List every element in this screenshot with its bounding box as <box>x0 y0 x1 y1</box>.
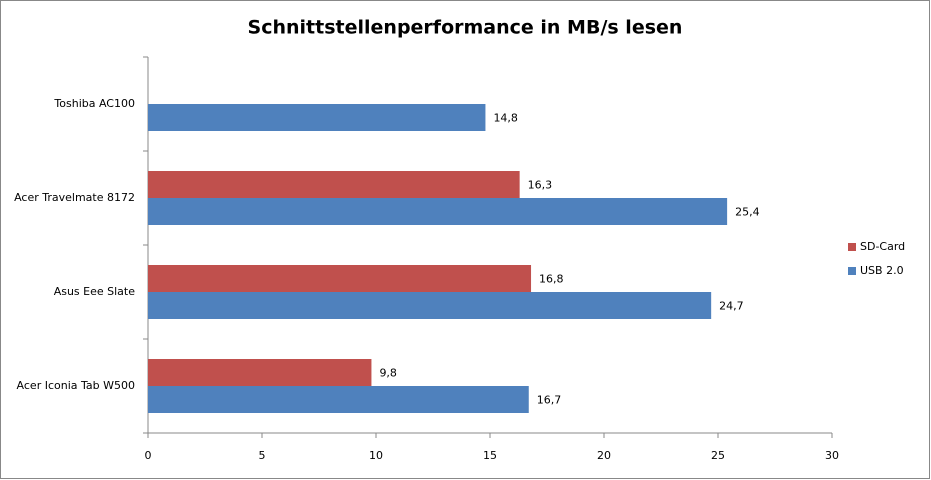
value-label: 9,8 <box>379 367 397 380</box>
bar <box>148 198 728 225</box>
legend-swatch <box>848 243 856 251</box>
value-label: 16,3 <box>528 179 553 192</box>
bar <box>148 171 520 198</box>
y-tick-label: Acer Iconia Tab W500 <box>17 379 135 392</box>
y-tick-label: Asus Eee Slate <box>54 285 136 298</box>
x-tick-label: 25 <box>711 449 725 462</box>
x-tick-label: 10 <box>369 449 383 462</box>
value-label: 24,7 <box>719 300 744 313</box>
y-tick-label: Toshiba AC100 <box>53 97 135 110</box>
x-tick-label: 15 <box>483 449 497 462</box>
value-label: 16,7 <box>537 394 562 407</box>
value-label: 16,8 <box>539 273 564 286</box>
bar <box>148 104 486 131</box>
x-tick-label: 30 <box>825 449 839 462</box>
x-tick-label: 0 <box>145 449 152 462</box>
chart-title: Schnittstellenperformance in MB/s lesen <box>248 17 683 39</box>
bar <box>148 386 529 413</box>
legend-label: USB 2.0 <box>860 264 904 277</box>
y-tick-label: Acer Travelmate 8172 <box>14 191 135 204</box>
bar <box>148 265 532 292</box>
value-label: 14,8 <box>493 112 518 125</box>
bar <box>148 292 712 319</box>
x-tick-label: 5 <box>259 449 266 462</box>
value-label: 25,4 <box>735 206 760 219</box>
legend-label: SD-Card <box>860 240 905 253</box>
x-tick-label: 20 <box>597 449 611 462</box>
legend-swatch <box>848 267 856 275</box>
bar <box>148 359 372 386</box>
